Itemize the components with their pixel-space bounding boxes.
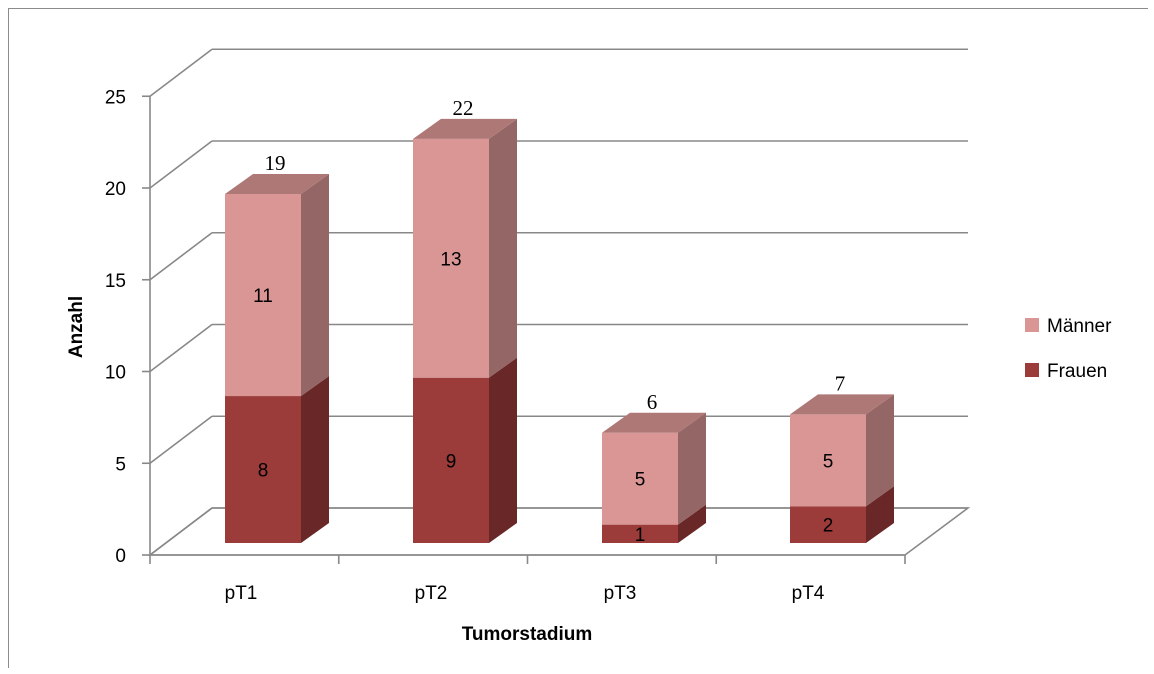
bar-side	[489, 118, 517, 378]
bar-segment-männer	[225, 194, 301, 397]
bar-side	[866, 394, 894, 507]
legend: Männer Frauen	[1025, 316, 1112, 382]
bar-top	[413, 118, 517, 139]
bar-segment-frauen	[602, 524, 678, 543]
data-label: 11	[253, 286, 273, 307]
bar-top	[790, 394, 894, 415]
bar-segment-männer	[790, 414, 866, 507]
data-label: 8	[258, 461, 269, 482]
x-tick-label: pT4	[792, 583, 825, 604]
y-axis-title: Anzahl	[66, 296, 87, 358]
data-label: 5	[823, 451, 834, 472]
bar-side	[866, 486, 894, 543]
bar-segment-frauen	[413, 377, 489, 543]
bar-segment-frauen	[225, 396, 301, 543]
x-tick-label: pT3	[604, 583, 637, 604]
data-label: 2	[823, 516, 834, 537]
x-axis-title: Tumorstadium	[462, 624, 593, 645]
bar-side	[489, 357, 517, 543]
gridline-diagonal	[149, 323, 213, 373]
bars	[225, 118, 894, 543]
total-label: 6	[647, 390, 658, 414]
legend-swatch-frauen	[1025, 363, 1039, 377]
bar-segment-männer	[413, 138, 489, 378]
gridline-diagonal	[149, 48, 213, 97]
data-label: 5	[635, 470, 646, 491]
gridline-diagonal	[149, 140, 213, 189]
legend-label-frauen: Frauen	[1047, 361, 1107, 382]
total-label: 19	[265, 151, 286, 175]
data-label: 1	[635, 525, 646, 546]
y-tick-label: 20	[105, 179, 126, 200]
x-tick-label: pT1	[225, 583, 258, 604]
total-label: 7	[835, 371, 846, 395]
x-tick-label: pT2	[415, 583, 448, 604]
y-tick-label: 15	[105, 271, 126, 292]
data-label: 13	[440, 249, 461, 270]
chart-frame	[8, 8, 1148, 668]
bar-segment-frauen	[790, 506, 866, 543]
bar-side	[301, 174, 329, 397]
bar-side	[301, 376, 329, 543]
total-label: 22	[453, 96, 474, 120]
bar-segment-männer	[602, 432, 678, 525]
y-tick-label: 0	[115, 546, 126, 567]
bar-top	[225, 174, 329, 194]
bar-side	[678, 412, 706, 525]
gridline-diagonal	[149, 232, 213, 281]
bar-side	[678, 504, 706, 543]
labels: 8 11 19 9 13 22 1 5 6 2 5 7	[253, 96, 845, 546]
data-label: 9	[446, 451, 457, 472]
bar-top	[602, 412, 706, 433]
y-tick-label: 25	[105, 87, 126, 108]
legend-label-männer: Männer	[1047, 316, 1112, 337]
y-tick-label: 5	[115, 454, 126, 475]
gridline-diagonal	[149, 415, 213, 464]
y-tick-label: 10	[105, 363, 126, 384]
legend-swatch-männer	[1025, 318, 1039, 332]
